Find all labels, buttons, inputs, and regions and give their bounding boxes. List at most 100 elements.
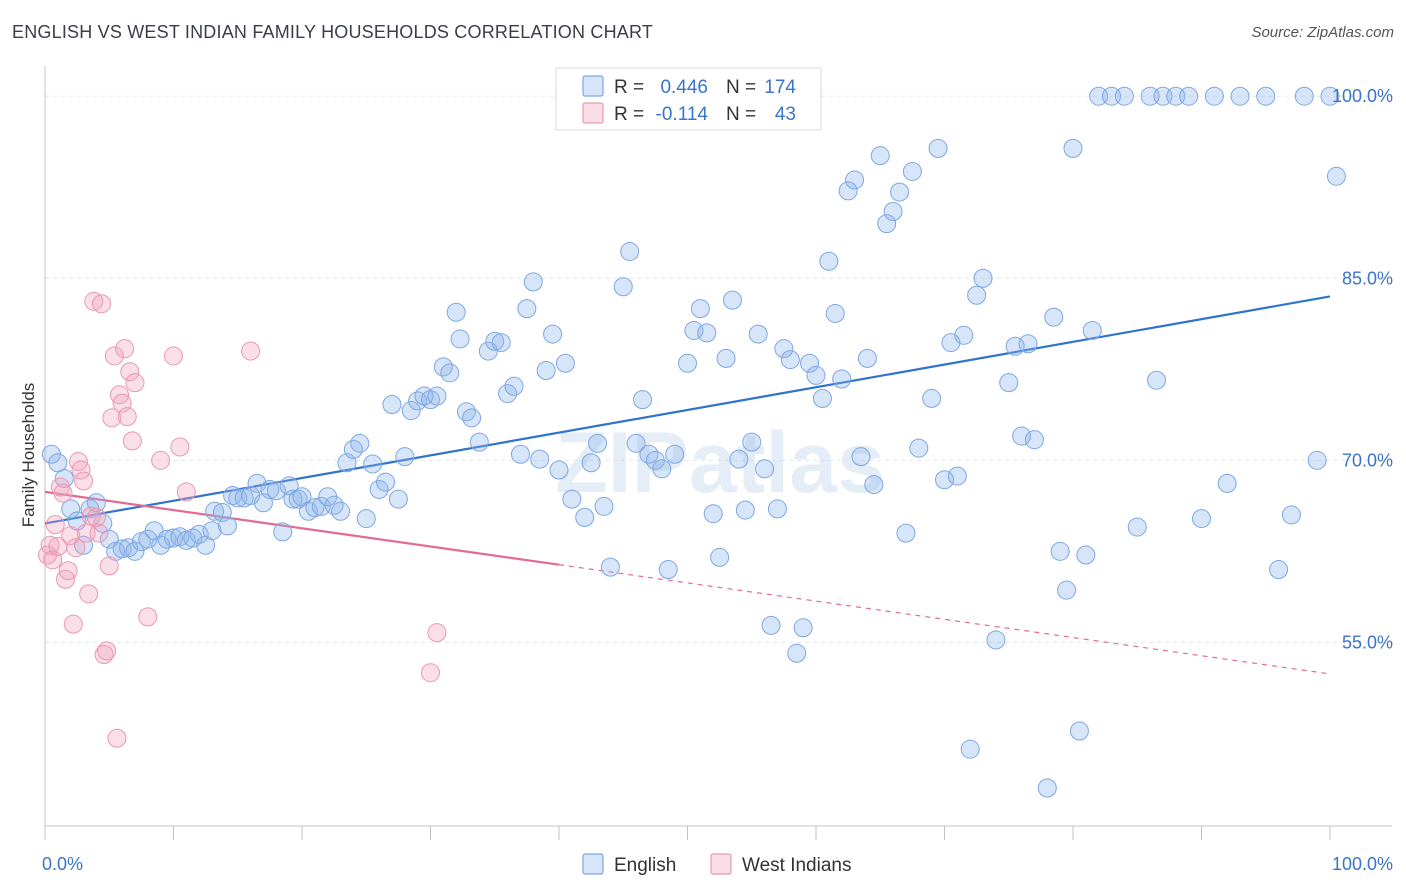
english-point (536, 361, 556, 381)
legend-r-value: 0.446 (660, 77, 708, 98)
english-point (902, 161, 922, 181)
trend-lines (44, 295, 1331, 675)
bottom-legend-swatch (710, 853, 732, 875)
english-point (189, 524, 209, 544)
english-point (456, 402, 476, 422)
west-indians-point (71, 460, 91, 480)
watermark: ZIPatlas (555, 415, 885, 511)
english-point (99, 529, 119, 549)
english-point (401, 401, 421, 421)
english-point (787, 643, 807, 663)
english-point (395, 447, 415, 467)
y-tick-label: 55.0% (1342, 632, 1393, 652)
english-point (1069, 721, 1089, 741)
x-tick-label: 0.0% (42, 854, 83, 874)
west-indians-point (61, 526, 81, 546)
english-point (954, 325, 974, 345)
english-point (838, 181, 858, 201)
axes (44, 66, 1392, 840)
west-indians-point (63, 614, 83, 634)
legend-box: R = 0.446 N = 174 R = -0.114 N = 43 (555, 67, 822, 131)
english-point (755, 459, 775, 479)
english-point (594, 496, 614, 516)
data-points (38, 86, 1346, 798)
west-indians-point (79, 584, 99, 604)
west-indians-point (115, 339, 135, 359)
english-point (1044, 307, 1064, 327)
english-point (469, 432, 489, 452)
english-point (1082, 320, 1102, 340)
english-point (626, 433, 646, 453)
west-indians-point (170, 437, 190, 457)
english-point (125, 541, 145, 561)
trend-line-dashed-1 (558, 564, 1331, 675)
watermark-text: ZIPatlas (555, 415, 885, 511)
west-indians-point (176, 482, 196, 502)
english-point (382, 394, 402, 414)
english-point (658, 560, 678, 580)
trend-line-1 (44, 490, 560, 566)
english-point (857, 348, 877, 368)
english-point (999, 373, 1019, 393)
english-point (1179, 86, 1199, 106)
english-point (973, 268, 993, 288)
west-indians-point (53, 483, 73, 503)
english-point (928, 138, 948, 158)
english-point (967, 285, 987, 305)
english-point (462, 408, 482, 428)
west-indians-point (86, 507, 106, 527)
english-point (825, 303, 845, 323)
english-point (1192, 509, 1211, 529)
english-point (890, 182, 910, 202)
english-point (960, 739, 980, 759)
english-point (388, 489, 408, 509)
trend-line-0 (44, 295, 1331, 525)
english-point (742, 432, 762, 452)
english-point (600, 557, 620, 577)
legend-swatch (582, 75, 604, 97)
english-point (581, 453, 601, 473)
west-indians-point (122, 431, 142, 451)
english-point (896, 523, 916, 543)
english-point (613, 277, 633, 297)
west-indians-point (241, 341, 261, 361)
english-point (1307, 450, 1327, 470)
english-point (832, 369, 852, 389)
english-point (1076, 545, 1096, 565)
legend-r-label: R = (614, 77, 644, 98)
english-point (1217, 473, 1237, 493)
english-point (523, 272, 543, 292)
english-point (1018, 334, 1038, 354)
english-point (555, 353, 575, 373)
english-point (363, 454, 383, 474)
english-point (543, 324, 563, 344)
x-tick-labels: 0.0% 100.0% (42, 854, 1393, 874)
west-indians-point (89, 523, 109, 543)
english-point (273, 522, 293, 542)
english-point (450, 329, 470, 349)
english-point (1057, 580, 1077, 600)
english-point (119, 538, 139, 558)
legend-r-value: -0.114 (656, 104, 709, 125)
english-point (504, 376, 524, 396)
english-point (1204, 86, 1224, 106)
english-point (588, 433, 608, 453)
english-point (922, 388, 942, 408)
english-point (74, 535, 94, 555)
english-point (440, 363, 460, 383)
english-point (1050, 541, 1070, 561)
english-point (485, 331, 505, 351)
west-indians-point (427, 623, 447, 643)
english-point (703, 504, 723, 524)
english-point (986, 630, 1006, 650)
english-point (935, 470, 954, 490)
west-indians-point (99, 556, 119, 576)
english-point (793, 618, 813, 638)
english-point (491, 333, 511, 353)
english-point (202, 521, 222, 541)
west-indians-point (92, 294, 112, 314)
legend-n-value: 43 (775, 104, 796, 125)
english-point (1294, 86, 1314, 106)
legend-n-value: 174 (764, 77, 796, 98)
west-indians-point (104, 346, 124, 366)
